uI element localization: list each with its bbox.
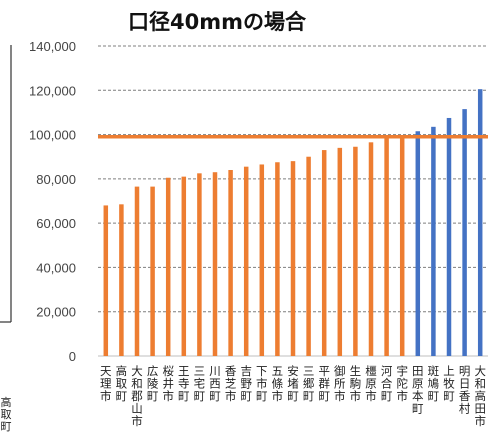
y-tick-label: 140,000 — [29, 39, 76, 54]
y-tick-label: 40,000 — [36, 260, 76, 275]
x-tick-label: 五條市 — [272, 364, 284, 403]
x-tick-label: 香芝市 — [225, 364, 237, 403]
y-tick-label: 80,000 — [36, 172, 76, 187]
bar — [462, 109, 467, 356]
y-tick-label: 100,000 — [29, 128, 76, 143]
bar — [181, 176, 187, 356]
bar — [275, 162, 280, 356]
x-tick-label: 川西町 — [209, 364, 221, 403]
bar — [259, 164, 265, 356]
x-tick-label: 王寺町 — [178, 364, 190, 403]
x-tick-label: 天理市 — [100, 364, 112, 403]
x-tick-label: 吉野町 — [240, 364, 252, 403]
bar — [477, 89, 483, 356]
bar — [243, 166, 249, 356]
x-tick-label: 御所市 — [334, 364, 346, 403]
bar — [197, 173, 202, 356]
x-tick-label: 三郷町 — [303, 364, 315, 403]
bar — [306, 156, 311, 356]
chart-title: 口径40mmの場合 — [128, 10, 307, 34]
y-tick-label: 120,000 — [29, 83, 76, 98]
x-tick-label: 大和郡山市 — [131, 364, 143, 428]
x-tick-label: 明日香村 — [459, 364, 471, 416]
x-tick-label: 桜井市 — [162, 364, 174, 403]
bar — [415, 131, 421, 356]
bar — [399, 136, 405, 356]
bar — [228, 170, 233, 356]
bar — [119, 204, 124, 356]
x-tick-label: 河合町 — [381, 364, 393, 403]
adjacent-figure-label: 高取町 — [1, 395, 12, 433]
bar — [446, 117, 452, 356]
x-tick-label: 宇陀市 — [396, 364, 408, 403]
bar — [431, 126, 436, 356]
x-tick-label: 斑鳩町 — [428, 364, 440, 403]
bar — [150, 186, 155, 356]
x-tick-label: 広陵町 — [147, 364, 159, 403]
x-tick-label: 高取町 — [116, 364, 128, 403]
x-tick-label: 上牧町 — [443, 364, 455, 403]
bar — [212, 172, 218, 356]
x-tick-label: 下市町 — [256, 364, 268, 403]
y-tick-label: 60,000 — [36, 216, 76, 231]
x-tick-label: 平群町 — [318, 364, 330, 403]
bar — [321, 150, 327, 356]
x-tick-label: 三宅町 — [194, 364, 206, 403]
x-tick-label: 田原本町 — [412, 364, 424, 416]
bar — [165, 177, 171, 356]
x-tick-label: 大和高田市 — [474, 364, 486, 428]
x-tick-label: 橿原市 — [365, 364, 377, 403]
x-tick-label: 安堵町 — [287, 364, 299, 403]
bar — [368, 142, 374, 356]
bar — [337, 147, 343, 356]
y-tick-label: 20,000 — [36, 305, 76, 320]
bar — [103, 205, 109, 356]
bar — [134, 186, 140, 356]
bar — [384, 137, 389, 356]
bar — [290, 161, 296, 356]
bar — [353, 146, 358, 356]
y-tick-label: 0 — [69, 349, 76, 364]
x-tick-label: 生駒市 — [350, 364, 362, 403]
